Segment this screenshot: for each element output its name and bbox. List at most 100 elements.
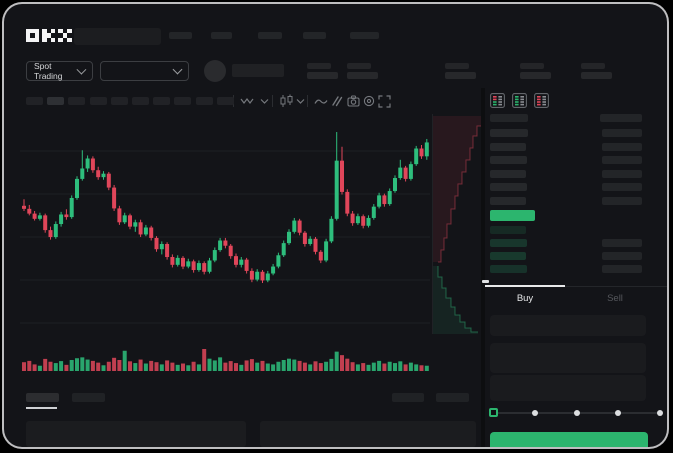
ask-row-price[interactable] <box>490 129 528 137</box>
volume-bar <box>387 361 392 371</box>
nav-pill[interactable] <box>169 32 192 39</box>
volume-bar <box>382 363 387 371</box>
interval-chip[interactable] <box>216 97 234 105</box>
volume-bar <box>43 358 48 371</box>
candle-body <box>48 230 53 238</box>
slider-dot[interactable] <box>657 410 663 416</box>
interval-chip[interactable] <box>68 97 86 105</box>
candle-body <box>165 243 170 258</box>
bid-row-amount[interactable] <box>602 239 642 247</box>
bid-row-amount[interactable] <box>602 252 642 260</box>
interval-chip[interactable] <box>132 97 149 105</box>
candle-body <box>96 170 101 178</box>
interval-chip[interactable] <box>195 97 213 105</box>
orderbook-view-bids-icon[interactable] <box>512 93 527 108</box>
candle-body <box>159 243 164 250</box>
market-type-dropdown[interactable]: Spot Trading <box>26 61 93 81</box>
volume-bar <box>143 363 148 371</box>
candle-body <box>218 240 223 251</box>
volume-bar <box>101 365 106 371</box>
volume-bar <box>265 363 270 371</box>
tab-buy[interactable]: Buy <box>516 293 534 304</box>
volume-bar <box>249 359 254 371</box>
bottom-tab-order-history[interactable] <box>72 393 105 402</box>
settings-icon[interactable] <box>363 95 375 107</box>
volume-bar <box>159 364 164 371</box>
slider-handle[interactable] <box>488 408 498 417</box>
interval-chip[interactable] <box>47 97 65 105</box>
candle-style-icon[interactable] <box>280 94 293 108</box>
volume-bar <box>350 362 355 371</box>
chevron-down-icon[interactable] <box>260 98 269 105</box>
tabs-divider <box>485 286 667 287</box>
orderbook-view-asks-icon[interactable] <box>534 93 549 108</box>
nav-pill[interactable] <box>211 32 232 39</box>
bottom-filter-chip[interactable] <box>392 393 424 402</box>
candle-body <box>37 215 42 219</box>
orderbook-last-price-bar[interactable] <box>490 210 535 221</box>
depth-bids-area <box>433 266 478 334</box>
bottom-filter-chip[interactable] <box>436 393 469 402</box>
volume-bar <box>59 361 64 371</box>
slider-dot[interactable] <box>573 410 580 416</box>
candle-body <box>128 215 132 227</box>
submit-buy-button[interactable] <box>490 432 648 447</box>
candle-body <box>393 178 397 192</box>
interval-chip[interactable] <box>89 97 107 105</box>
candle-body <box>85 158 90 169</box>
search-input[interactable] <box>74 28 161 45</box>
nav-pill[interactable] <box>350 32 379 39</box>
candle-body <box>408 164 413 179</box>
volume-bar <box>80 357 85 371</box>
candle-body <box>69 197 74 218</box>
interval-chip[interactable] <box>110 97 128 105</box>
ask-row-price[interactable] <box>490 142 526 151</box>
ask-row-amount[interactable] <box>602 129 642 137</box>
bid-row-amount[interactable] <box>602 265 642 273</box>
fullscreen-icon[interactable] <box>378 95 391 108</box>
volume-bar <box>414 364 419 371</box>
bid-row-price[interactable] <box>490 265 527 273</box>
coin-avatar[interactable] <box>204 60 226 82</box>
order-form-field[interactable] <box>490 343 646 373</box>
ask-row-amount[interactable] <box>602 169 642 178</box>
ask-row-price[interactable] <box>490 156 527 164</box>
tab-sell[interactable]: Sell <box>607 293 623 304</box>
ask-row-price[interactable] <box>490 196 526 205</box>
draw-tools-icon[interactable] <box>331 95 343 107</box>
depth-chart[interactable] <box>432 114 483 334</box>
bid-row-price[interactable] <box>490 226 526 234</box>
interval-chip[interactable] <box>26 97 43 105</box>
candlestick-chart[interactable] <box>20 114 430 374</box>
order-form-field[interactable] <box>490 315 646 336</box>
ask-row-price[interactable] <box>490 183 527 191</box>
bid-row-price[interactable] <box>490 252 526 260</box>
slider-dot[interactable] <box>531 410 538 416</box>
interval-chip[interactable] <box>153 97 171 105</box>
ask-row-amount[interactable] <box>602 156 642 164</box>
indicator-zigzag-icon[interactable] <box>240 96 255 106</box>
volume-bar <box>212 360 217 371</box>
candle-body <box>90 158 95 171</box>
candle-body <box>106 173 111 188</box>
orderbook-view-all-icon[interactable] <box>490 93 505 108</box>
nav-pill[interactable] <box>258 32 282 39</box>
candle-body <box>117 208 122 223</box>
order-form-field[interactable] <box>490 375 646 401</box>
slider-dot[interactable] <box>615 410 622 416</box>
camera-icon[interactable] <box>347 95 360 107</box>
ask-row-amount[interactable] <box>602 142 642 151</box>
ask-row-amount[interactable] <box>602 183 642 191</box>
ask-row-price[interactable] <box>490 169 526 178</box>
bid-row-price[interactable] <box>490 239 527 247</box>
candle-body <box>371 206 376 218</box>
volume-bar <box>366 364 371 371</box>
nav-pill[interactable] <box>303 32 326 39</box>
chevron-down-icon[interactable] <box>296 98 305 105</box>
pair-select-dropdown[interactable] <box>100 61 189 81</box>
ask-row-amount[interactable] <box>602 196 642 205</box>
interval-chip[interactable] <box>174 97 192 105</box>
volume-bar <box>313 361 318 371</box>
bottom-tab-open-orders[interactable] <box>26 393 59 402</box>
line-curve-icon[interactable] <box>314 97 328 106</box>
